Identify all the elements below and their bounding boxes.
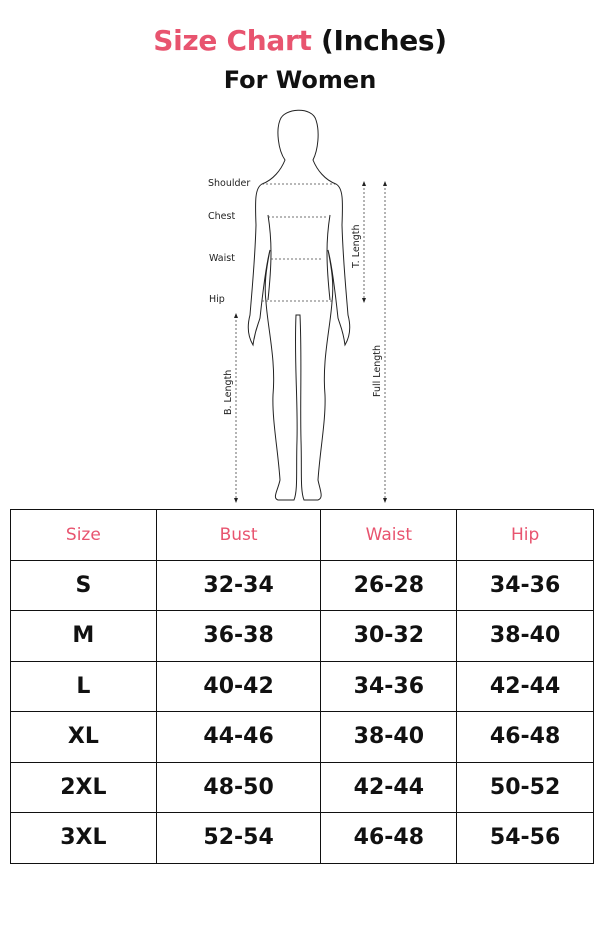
title-unit: (Inches): [311, 24, 447, 57]
measurement-lines: [235, 183, 386, 500]
size-table: Size Bust Waist Hip S 32-34 26-28 34-36 M 36-…: [10, 509, 594, 864]
table-row: S 32-34 26-28 34-36: [10, 559, 594, 611]
table-row: 2XL 48-50 42-44 50-52: [10, 761, 594, 813]
cell-waist: 26-28: [320, 559, 458, 611]
cell-hip: 42-44: [456, 660, 594, 712]
cell-size: M: [10, 610, 157, 662]
body-measurement-figure: Shoulder Chest Waist Hip T. Length Full …: [208, 109, 387, 503]
cell-bust: 36-38: [155, 610, 322, 662]
page-title: Size Chart (Inches): [0, 24, 600, 57]
table-row: M 36-38 30-32 38-40: [10, 610, 594, 662]
cell-hip: 46-48: [456, 711, 594, 763]
table-row: XL 44-46 38-40 46-48: [10, 711, 594, 763]
label-t-length: T. Length: [351, 225, 362, 269]
table-row: 3XL 52-54 46-48 54-56: [10, 812, 594, 864]
cell-hip: 50-52: [456, 761, 594, 813]
cell-waist: 38-40: [320, 711, 458, 763]
header-waist: Waist: [320, 509, 458, 561]
cell-hip: 54-56: [456, 812, 594, 864]
cell-hip: 38-40: [456, 610, 594, 662]
cell-bust: 44-46: [155, 711, 322, 763]
cell-size: 2XL: [10, 761, 157, 813]
cell-waist: 30-32: [320, 610, 458, 662]
cell-bust: 40-42: [155, 660, 322, 712]
table-row: L 40-42 34-36 42-44: [10, 660, 594, 712]
cell-bust: 52-54: [155, 812, 322, 864]
label-shoulder: Shoulder: [208, 178, 250, 189]
cell-size: XL: [10, 711, 157, 763]
label-b-length: B. Length: [223, 370, 234, 415]
body-silhouette: [247, 109, 351, 501]
table-header-row: Size Bust Waist Hip: [10, 509, 594, 561]
header-hip: Hip: [456, 509, 594, 561]
cell-waist: 46-48: [320, 812, 458, 864]
label-full-length: Full Length: [372, 345, 383, 397]
label-hip: Hip: [209, 294, 225, 305]
cell-bust: 32-34: [155, 559, 322, 611]
cell-waist: 34-36: [320, 660, 458, 712]
cell-size: L: [10, 660, 157, 712]
header-size: Size: [10, 509, 157, 561]
cell-waist: 42-44: [320, 761, 458, 813]
cell-size: 3XL: [10, 812, 157, 864]
title-accent: Size Chart: [153, 24, 312, 57]
label-chest: Chest: [208, 211, 235, 222]
cell-size: S: [10, 559, 157, 611]
cell-hip: 34-36: [456, 559, 594, 611]
page-subtitle: For Women: [223, 66, 377, 94]
label-waist: Waist: [209, 253, 235, 264]
header-bust: Bust: [155, 509, 322, 561]
cell-bust: 48-50: [155, 761, 322, 813]
